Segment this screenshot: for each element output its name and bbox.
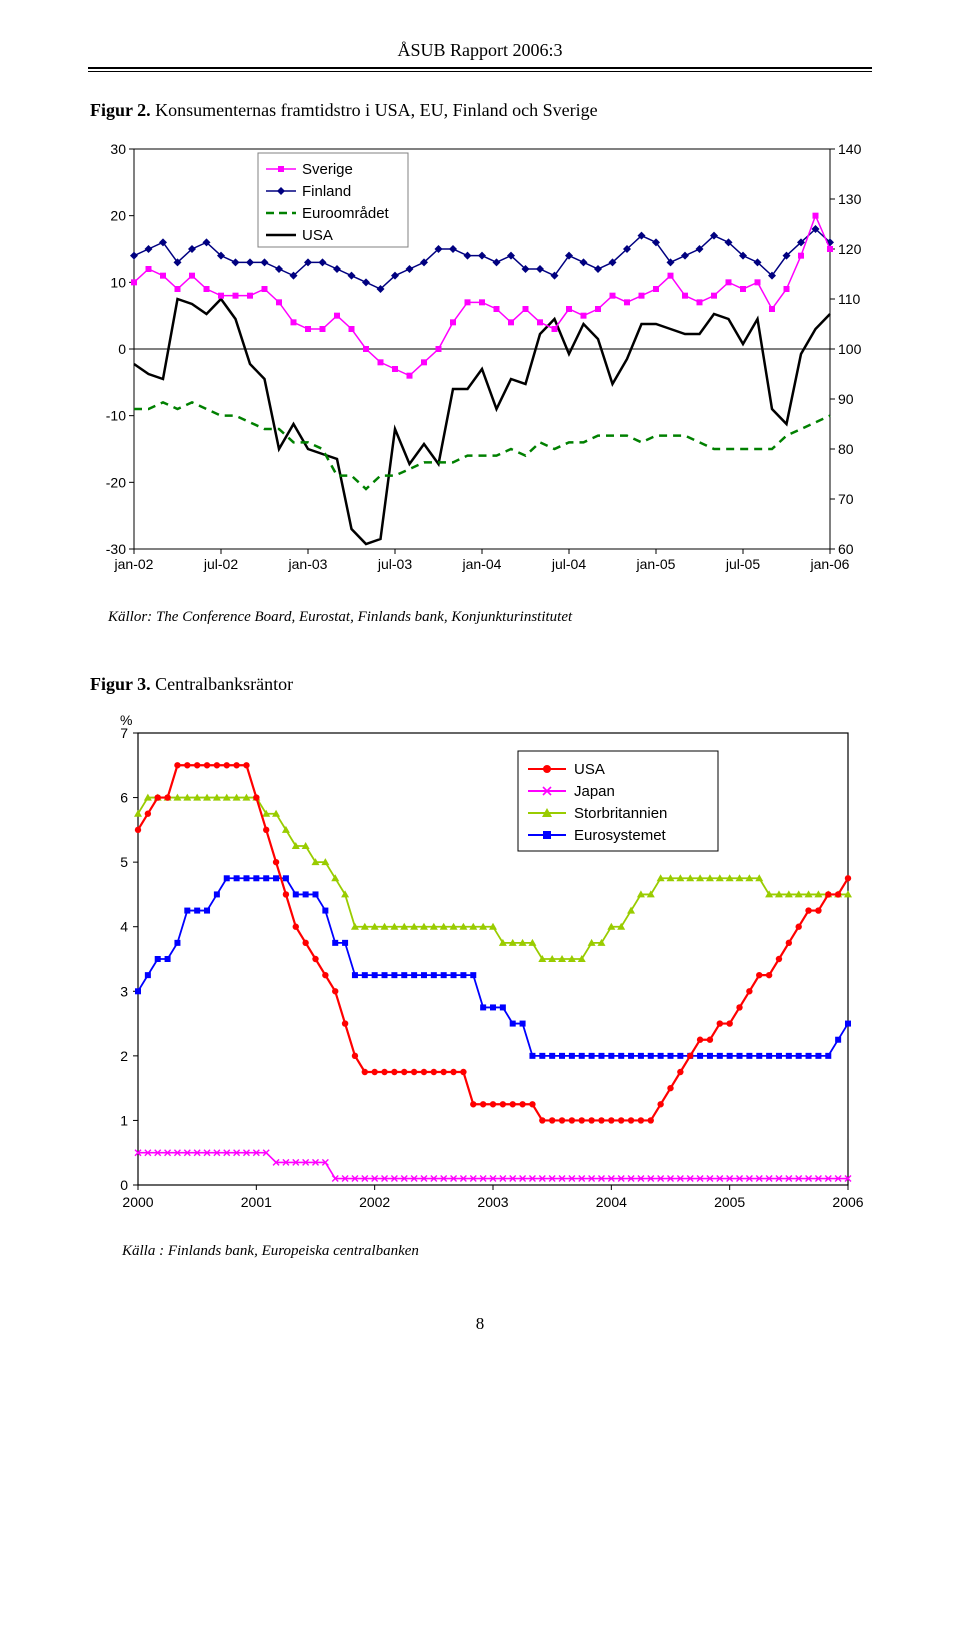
figure2-title-rest: Konsumenternas framtidstro i USA, EU, Fi…	[151, 100, 598, 120]
svg-text:Storbritannien: Storbritannien	[574, 805, 667, 822]
svg-text:5: 5	[120, 854, 128, 870]
figure3-chart: 01234567%2000200120022003200420052006USA…	[88, 705, 872, 1235]
svg-text:20: 20	[110, 208, 126, 224]
svg-text:2: 2	[120, 1048, 128, 1064]
figure3-source-label: Källa	[122, 1243, 155, 1259]
svg-text:USA: USA	[302, 227, 333, 244]
svg-text:2003: 2003	[477, 1194, 508, 1210]
svg-text:Eurosystemet: Eurosystemet	[574, 827, 667, 844]
svg-text:80: 80	[838, 441, 854, 457]
svg-text:jul-03: jul-03	[377, 556, 412, 572]
svg-text:120: 120	[838, 241, 862, 257]
figure3-title-prefix: Figur 3.	[90, 674, 151, 694]
svg-text:%: %	[120, 712, 132, 728]
svg-text:2002: 2002	[359, 1194, 390, 1210]
svg-text:2006: 2006	[832, 1194, 863, 1210]
svg-text:jul-04: jul-04	[551, 556, 586, 572]
svg-text:2004: 2004	[596, 1194, 627, 1210]
svg-text:60: 60	[838, 541, 854, 557]
figure2-chart: 60 70 80 90 100 110 120 130 140 -30 -20 -10 0 10 20 30 j…	[88, 131, 872, 601]
svg-text:jul-02: jul-02	[203, 556, 238, 572]
svg-text:-10: -10	[106, 408, 126, 424]
running-header: ÅSUB Rapport 2006:3	[88, 40, 872, 61]
svg-text:jan-06: jan-06	[810, 556, 850, 572]
svg-text:jan-05: jan-05	[636, 556, 676, 572]
figure2-source-label: Källor:	[108, 609, 152, 625]
svg-text:4: 4	[120, 919, 128, 935]
svg-text:70: 70	[838, 491, 854, 507]
svg-text:jul-05: jul-05	[725, 556, 760, 572]
svg-text:1: 1	[120, 1112, 128, 1128]
figure3-title: Figur 3. Centralbanksräntor	[90, 674, 872, 695]
page-number: 8	[88, 1314, 872, 1334]
svg-text:Euroområdet: Euroområdet	[302, 205, 390, 222]
svg-text:140: 140	[838, 141, 862, 157]
figure2-title-prefix: Figur 2.	[90, 100, 151, 120]
figure3-source-text: : Finlands bank, Europeiska centralbanke…	[155, 1243, 419, 1259]
svg-text:3: 3	[120, 983, 128, 999]
svg-text:jan-04: jan-04	[462, 556, 502, 572]
svg-text:0: 0	[120, 1177, 128, 1193]
figure3-source: Källa : Finlands bank, Europeiska centra…	[122, 1243, 872, 1260]
svg-text:30: 30	[110, 141, 126, 157]
svg-text:0: 0	[118, 341, 126, 357]
svg-text:Finland: Finland	[302, 183, 351, 200]
svg-text:2001: 2001	[241, 1194, 272, 1210]
figure2-source: Källor: The Conference Board, Eurostat, …	[108, 609, 872, 626]
svg-text:jan-03: jan-03	[288, 556, 328, 572]
svg-text:2000: 2000	[122, 1194, 153, 1210]
figure2-title: Figur 2. Konsumenternas framtidstro i US…	[90, 100, 872, 121]
figure3-title-rest: Centralbanksräntor	[151, 674, 293, 694]
svg-text:110: 110	[838, 291, 861, 307]
svg-text:100: 100	[838, 341, 862, 357]
svg-text:Sverige: Sverige	[302, 161, 353, 178]
svg-text:USA: USA	[574, 761, 605, 778]
svg-text:Japan: Japan	[574, 783, 615, 800]
svg-text:90: 90	[838, 391, 854, 407]
header-rule	[88, 67, 872, 72]
svg-text:130: 130	[838, 191, 862, 207]
svg-text:6: 6	[120, 790, 128, 806]
svg-text:-20: -20	[106, 474, 126, 490]
svg-text:10: 10	[110, 274, 126, 290]
svg-text:-30: -30	[106, 541, 126, 557]
figure2-source-text: The Conference Board, Eurostat, Finlands…	[152, 609, 572, 625]
svg-text:2005: 2005	[714, 1194, 745, 1210]
svg-text:jan-02: jan-02	[114, 556, 154, 572]
